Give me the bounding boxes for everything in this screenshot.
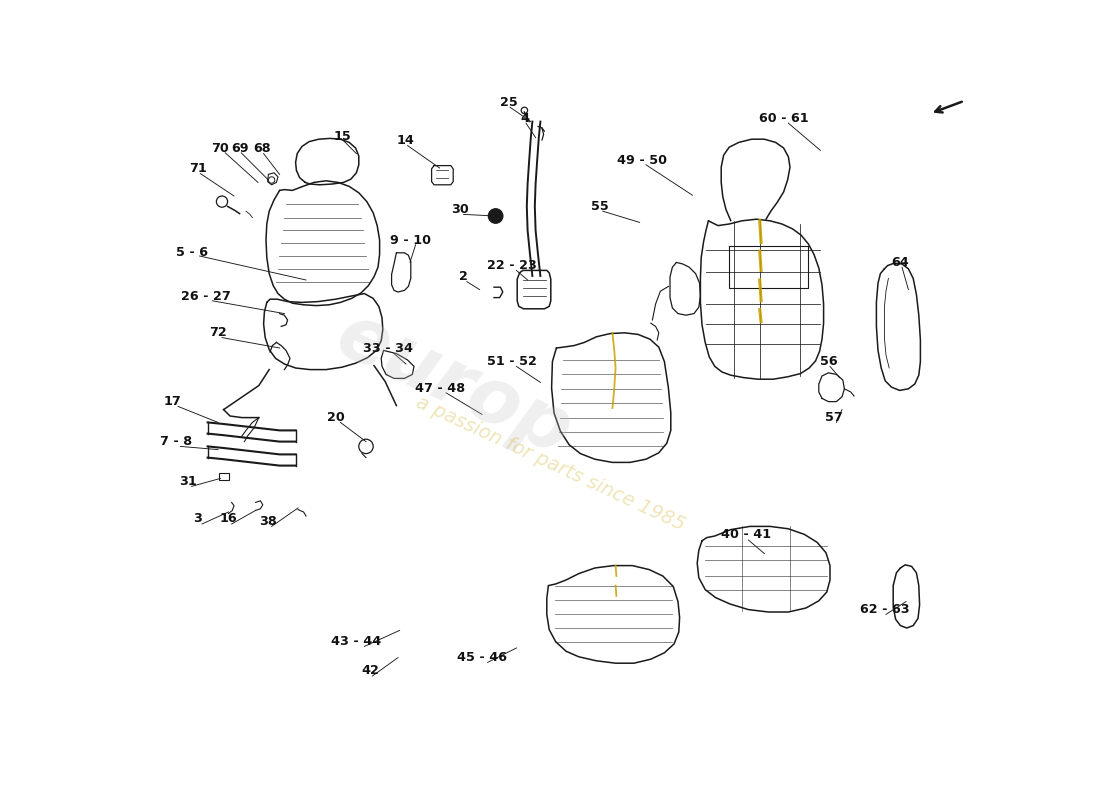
Text: 69: 69 bbox=[231, 142, 249, 154]
Text: 33 - 34: 33 - 34 bbox=[363, 342, 414, 354]
Text: 5 - 6: 5 - 6 bbox=[176, 246, 208, 258]
Text: 55: 55 bbox=[591, 200, 608, 213]
Text: 40 - 41: 40 - 41 bbox=[720, 528, 771, 541]
Text: 49 - 50: 49 - 50 bbox=[617, 154, 667, 166]
Text: a passion for parts since 1985: a passion for parts since 1985 bbox=[412, 393, 688, 535]
Text: 30: 30 bbox=[451, 203, 470, 216]
Text: 15: 15 bbox=[333, 130, 351, 142]
Text: europ: europ bbox=[324, 298, 583, 470]
Text: 25: 25 bbox=[499, 96, 517, 109]
Text: 47 - 48: 47 - 48 bbox=[415, 382, 464, 394]
Text: 9 - 10: 9 - 10 bbox=[389, 234, 430, 246]
Text: 22 - 23: 22 - 23 bbox=[486, 259, 537, 272]
Text: 3: 3 bbox=[194, 512, 202, 525]
Text: 20: 20 bbox=[327, 411, 344, 424]
Text: 7 - 8: 7 - 8 bbox=[161, 435, 192, 448]
Text: 64: 64 bbox=[891, 256, 910, 269]
Text: 16: 16 bbox=[220, 512, 238, 525]
Text: 2: 2 bbox=[459, 270, 468, 282]
Text: 56: 56 bbox=[820, 355, 837, 368]
Text: 70: 70 bbox=[211, 142, 229, 154]
Text: 62 - 63: 62 - 63 bbox=[859, 603, 910, 616]
Text: 17: 17 bbox=[164, 395, 182, 408]
Text: 43 - 44: 43 - 44 bbox=[331, 635, 382, 648]
Text: 71: 71 bbox=[189, 162, 207, 174]
Bar bbox=[219, 473, 229, 480]
Text: 14: 14 bbox=[397, 134, 415, 146]
Circle shape bbox=[488, 209, 503, 223]
Text: 60 - 61: 60 - 61 bbox=[759, 112, 808, 125]
Text: 31: 31 bbox=[179, 475, 197, 488]
Text: 68: 68 bbox=[253, 142, 271, 154]
Text: 72: 72 bbox=[209, 326, 227, 338]
Text: 38: 38 bbox=[260, 515, 277, 528]
Text: 51 - 52: 51 - 52 bbox=[486, 355, 537, 368]
Text: 42: 42 bbox=[361, 664, 378, 677]
Text: 26 - 27: 26 - 27 bbox=[182, 290, 231, 302]
Text: 57: 57 bbox=[825, 411, 843, 424]
Text: 45 - 46: 45 - 46 bbox=[456, 651, 507, 664]
Text: 4: 4 bbox=[520, 112, 529, 125]
